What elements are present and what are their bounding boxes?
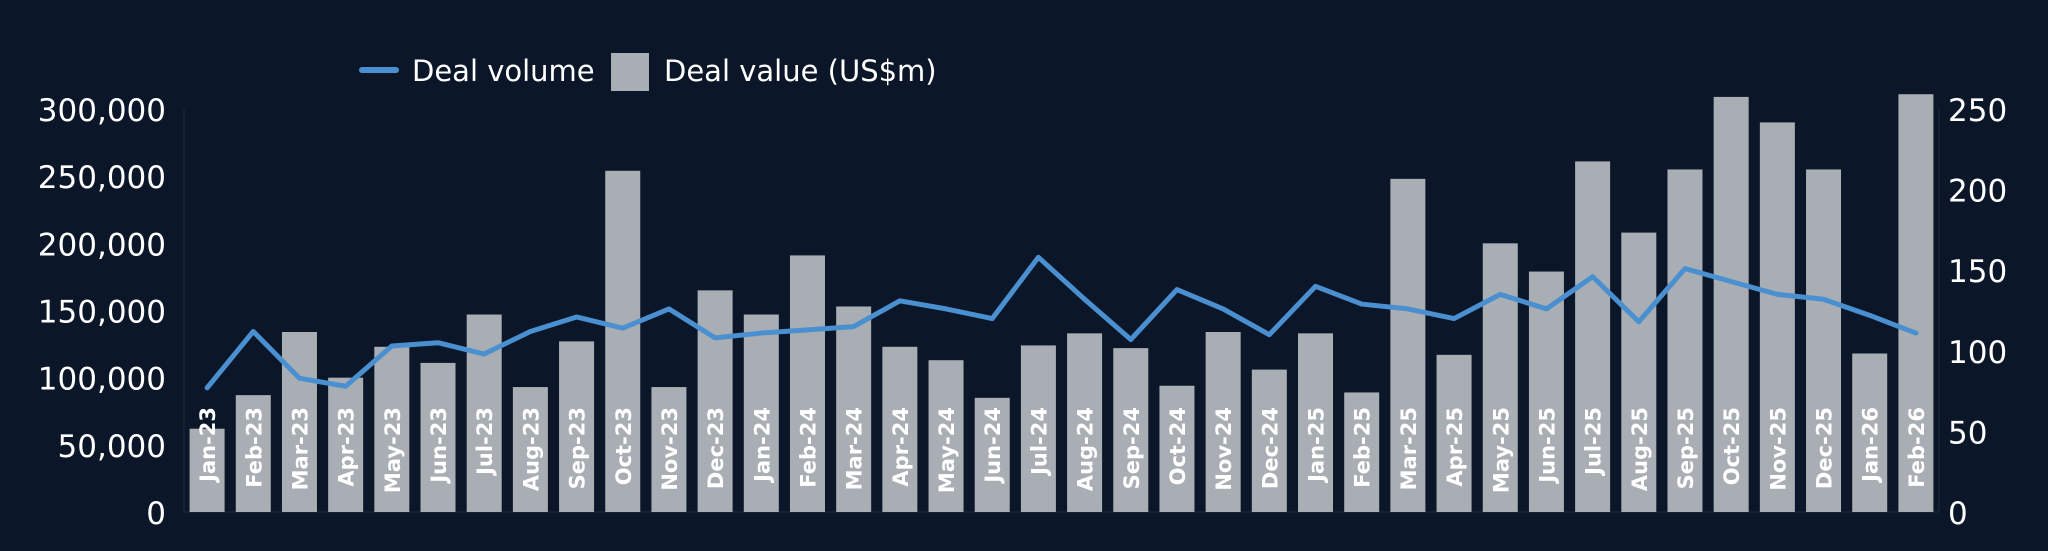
right-tick-label: 200 xyxy=(1948,174,2007,210)
bar-deal-value xyxy=(1113,348,1149,512)
bar-deal-value xyxy=(1528,271,1564,512)
bar-deal-value xyxy=(1482,243,1518,513)
left-tick-label: 300,000 xyxy=(38,93,166,129)
x-tick-label: Jul-23 xyxy=(473,407,497,477)
bar-deal-value xyxy=(328,377,364,512)
bar-deal-value xyxy=(1159,385,1195,512)
x-tick-label: Jun-23 xyxy=(427,407,451,485)
bar-deal-value xyxy=(743,314,779,512)
bar-deal-value xyxy=(1251,369,1287,512)
bar-deal-value xyxy=(1298,333,1334,512)
bar-deal-value xyxy=(1020,345,1056,512)
x-tick-label: Oct-24 xyxy=(1166,407,1190,485)
bar-deal-value xyxy=(697,290,733,512)
bar-deal-value xyxy=(974,397,1010,512)
x-tick-label: Mar-24 xyxy=(843,407,867,490)
bar-deal-value xyxy=(836,306,872,512)
bar-deal-value xyxy=(1898,94,1934,513)
bar-deal-value xyxy=(1067,333,1103,512)
bar-deal-value xyxy=(789,255,825,512)
bar-deal-value xyxy=(1575,161,1611,512)
bar-deal-value xyxy=(1436,354,1472,512)
left-tick-label: 200,000 xyxy=(38,227,166,263)
bar-deal-value xyxy=(882,346,918,512)
x-tick-label: Nov-23 xyxy=(658,407,682,491)
x-tick-label: Dec-23 xyxy=(704,407,728,489)
bar-deal-value xyxy=(928,360,964,512)
legend-bar-swatch xyxy=(611,53,649,91)
x-tick-label: Sep-23 xyxy=(566,407,590,489)
line-deal-volume xyxy=(204,254,1919,391)
bar-deal-value xyxy=(1713,96,1749,512)
x-tick-label: Apr-24 xyxy=(889,407,913,487)
x-tick-label: Sep-25 xyxy=(1674,407,1698,489)
bar-deal-value xyxy=(1759,122,1795,512)
bar-deal-value xyxy=(651,387,687,512)
x-tick-label: Apr-23 xyxy=(335,407,359,487)
x-tick-label: May-25 xyxy=(1489,407,1513,493)
x-tick-label: Aug-24 xyxy=(1074,407,1098,491)
right-tick-label: 0 xyxy=(1948,496,1968,532)
x-tick-label: Aug-25 xyxy=(1628,407,1652,491)
bar-deal-value xyxy=(374,346,410,512)
left-tick-label: 50,000 xyxy=(58,429,166,465)
x-tick-label: Feb-25 xyxy=(1351,407,1375,488)
x-tick-label: May-23 xyxy=(381,407,405,493)
x-tick-label: Jun-24 xyxy=(981,407,1005,485)
legend-deal-volume: Deal volume xyxy=(412,54,595,88)
legend-deal-value: Deal value (US$m) xyxy=(664,54,937,88)
bar-deal-value xyxy=(605,170,641,512)
bar-deal-value xyxy=(189,428,225,512)
bar-deal-value xyxy=(1390,178,1426,512)
right-tick-label: 250 xyxy=(1948,93,2007,129)
bar-deal-value xyxy=(1806,169,1842,512)
left-tick-label: 250,000 xyxy=(38,160,166,196)
left-tick-label: 150,000 xyxy=(38,295,166,331)
bar-deal-value xyxy=(1667,169,1703,512)
x-tick-label: Feb-24 xyxy=(796,407,820,488)
bar-deal-value xyxy=(1205,331,1241,512)
x-tick-label: Oct-23 xyxy=(612,407,636,485)
x-tick-label: Jan-23 xyxy=(196,407,220,484)
bar-deal-value xyxy=(1344,392,1380,512)
x-tick-label: Aug-23 xyxy=(519,407,543,491)
x-tick-label: Nov-24 xyxy=(1212,407,1236,491)
x-tick-label: Jan-24 xyxy=(750,407,774,484)
right-tick-label: 100 xyxy=(1948,335,2007,371)
legend: Deal volume Deal value (US$m) xyxy=(359,53,937,91)
right-tick-label: 50 xyxy=(1948,415,1987,451)
x-tick-label: Oct-25 xyxy=(1720,407,1744,485)
left-tick-label: 100,000 xyxy=(38,362,166,398)
bar-deal-value xyxy=(559,341,595,512)
x-tick-label: Feb-26 xyxy=(1905,407,1929,488)
x-tick-label: Jan-25 xyxy=(1305,407,1329,484)
x-tick-label: Jul-24 xyxy=(1027,407,1051,477)
bar-deal-value xyxy=(235,395,271,512)
bar-deal-value xyxy=(1621,232,1657,512)
bar-deal-value xyxy=(512,387,548,512)
left-tick-label: 0 xyxy=(146,496,166,532)
bar-deal-value xyxy=(281,331,317,512)
x-tick-label: Feb-23 xyxy=(242,407,266,488)
x-tick-label: Apr-25 xyxy=(1443,407,1467,487)
x-tick-label: Dec-25 xyxy=(1813,407,1837,489)
x-tick-label: Mar-23 xyxy=(288,407,312,490)
bar-deal-value xyxy=(1852,353,1888,512)
right-tick-label: 150 xyxy=(1948,254,2007,290)
x-tick-label: Sep-24 xyxy=(1120,407,1144,489)
x-tick-label: Jul-25 xyxy=(1582,407,1606,477)
x-tick-label: Mar-25 xyxy=(1397,407,1421,490)
x-tick-label: Jun-25 xyxy=(1535,407,1559,485)
bar-deal-value xyxy=(420,362,456,512)
x-tick-label: Nov-25 xyxy=(1766,407,1790,491)
x-tick-label: Dec-24 xyxy=(1258,407,1282,489)
x-tick-label: May-24 xyxy=(935,407,959,493)
x-tick-label: Jan-26 xyxy=(1859,407,1883,484)
